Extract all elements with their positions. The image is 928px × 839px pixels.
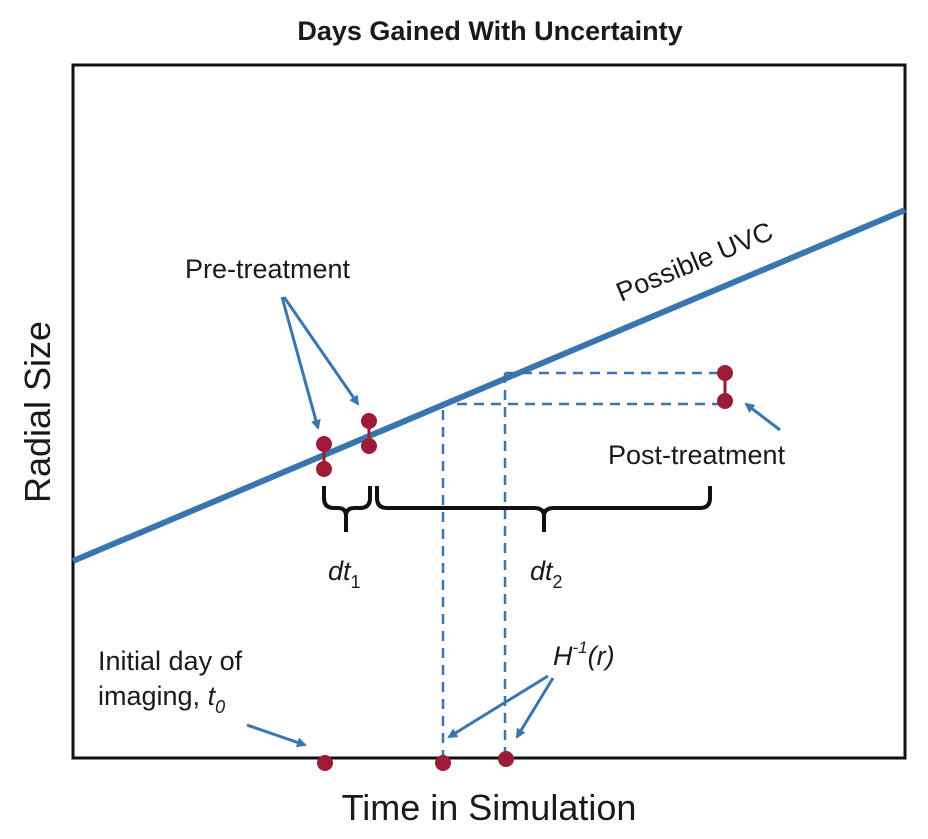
initial-day-label-line2: imaging, t0 xyxy=(98,681,225,717)
dt1-brace xyxy=(322,486,372,532)
pre-treatment-point-2 xyxy=(361,413,377,454)
t0-point xyxy=(317,755,333,771)
pre-treatment-arrow-2 xyxy=(282,296,360,406)
dt2-brace xyxy=(375,486,712,532)
x-axis-label: Time in Simulation xyxy=(342,787,637,828)
y-axis-label: Radial Size xyxy=(17,321,58,503)
post-treatment-label: Post-treatment xyxy=(608,440,786,470)
uvc-curve xyxy=(71,207,907,564)
pre-treatment-label: Pre-treatment xyxy=(185,254,351,284)
plot-frame xyxy=(71,63,907,760)
uvc-curve-label: Possible UVC xyxy=(612,216,777,307)
dt2-label: dt2 xyxy=(530,556,563,592)
dt1-label: dt1 xyxy=(328,556,361,592)
post-treatment-point xyxy=(717,365,733,409)
initial-day-arrow xyxy=(246,723,307,748)
pre-treatment-arrow-1 xyxy=(280,296,321,430)
h-inverse-arrow-2 xyxy=(515,677,555,739)
projection-lines xyxy=(441,371,722,758)
pre-treatment-point-1 xyxy=(316,436,332,477)
post-treatment-arrow xyxy=(744,402,781,432)
h-inverse-arrow-1 xyxy=(447,674,549,739)
h-inverse-point-1 xyxy=(435,755,451,771)
initial-day-label-line1: Initial day of xyxy=(98,646,243,676)
h-inverse-point-2 xyxy=(498,751,514,767)
h-inverse-label: H-1(r) xyxy=(553,638,615,671)
diagram-title: Days Gained With Uncertainty xyxy=(297,16,682,46)
